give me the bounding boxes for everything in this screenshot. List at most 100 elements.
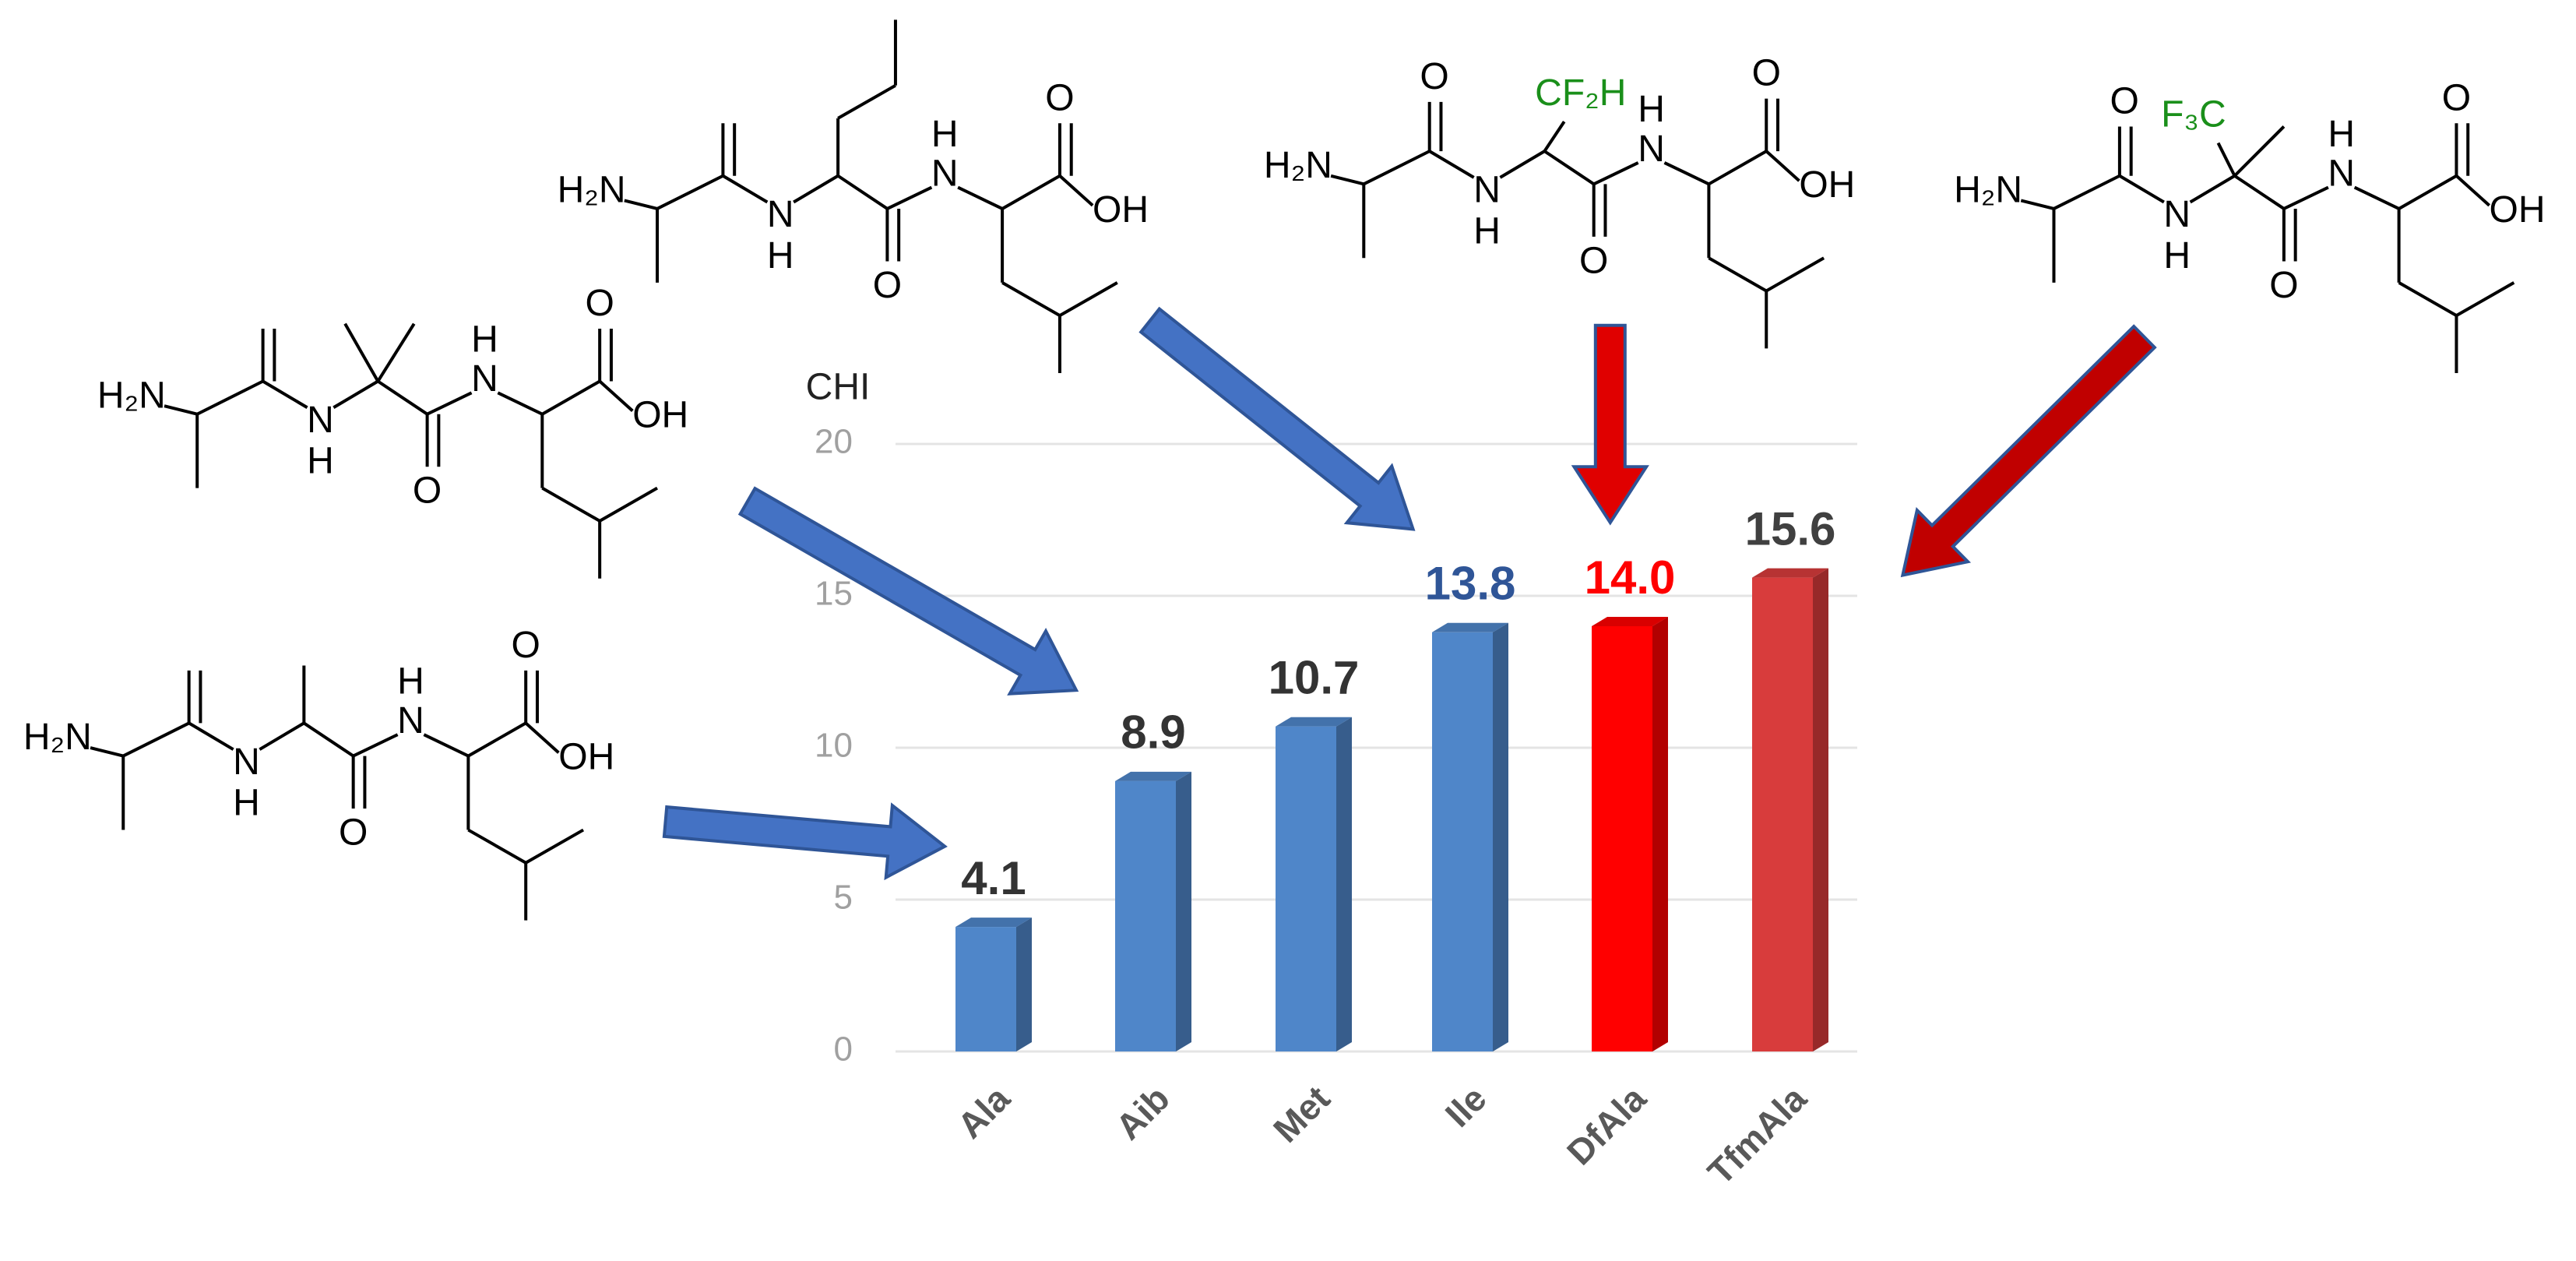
atom-label: N	[307, 400, 334, 441]
bond	[376, 322, 416, 382]
bond	[188, 721, 234, 751]
bond	[2398, 281, 2458, 317]
atom-label: H₂N	[23, 717, 92, 758]
value-label: 13.8	[1425, 558, 1516, 610]
bond	[1001, 281, 1061, 317]
atom-label: OH	[632, 395, 688, 436]
atom-label: O	[1045, 77, 1074, 118]
value-label: 8.9	[1121, 706, 1185, 759]
bar-top-shade	[955, 918, 1032, 928]
bond	[624, 199, 658, 210]
bar-top	[1115, 771, 1191, 781]
x-tick-label: Ile	[1438, 1078, 1494, 1135]
bar-top-shade	[1276, 717, 1352, 727]
bond	[164, 404, 198, 416]
bond	[2455, 174, 2490, 207]
bond	[303, 721, 354, 758]
bar-top	[1752, 568, 1828, 578]
bond	[259, 721, 305, 751]
atom-label: N	[233, 741, 260, 783]
bond	[525, 828, 585, 865]
atom-label: H	[767, 235, 794, 277]
atom-label: H	[471, 319, 498, 361]
bar-side	[1813, 568, 1828, 1051]
bond	[722, 174, 769, 204]
bond	[886, 185, 933, 210]
bond	[1543, 121, 1566, 153]
atom-label: H	[2163, 235, 2191, 277]
bond	[1765, 256, 1825, 293]
y-tick-label: 0	[834, 1030, 853, 1069]
bar-top	[955, 918, 1032, 928]
bar-top-shade	[1592, 617, 1668, 626]
atom-label: N	[767, 194, 794, 235]
atom-label: N	[931, 153, 959, 194]
bond	[467, 828, 527, 865]
bond	[837, 83, 896, 120]
bond	[352, 733, 399, 758]
bond	[497, 391, 544, 416]
atom-label: O	[339, 812, 368, 854]
bar-side	[1176, 771, 1191, 1051]
bond	[1663, 161, 1710, 186]
bar-top-shade	[1432, 622, 1508, 632]
atom-label: H	[397, 660, 424, 702]
atom-label: H	[307, 441, 334, 482]
bond	[2216, 142, 2236, 177]
bond	[90, 746, 124, 758]
bar-side-shade	[1813, 568, 1828, 1051]
atom-label: H	[233, 783, 260, 824]
atom-label: N	[2328, 153, 2355, 194]
atom-label: N	[397, 700, 424, 741]
atom-label: O	[413, 470, 442, 512]
bond	[423, 733, 470, 758]
bond	[836, 174, 889, 210]
arrow	[1900, 324, 2157, 578]
bar-top-shade	[1115, 771, 1191, 781]
y-axis-label: CHI	[806, 367, 871, 408]
bond	[2233, 174, 2286, 210]
bond	[1428, 150, 1475, 179]
bond	[541, 379, 601, 416]
atom-label: O	[1420, 56, 1448, 97]
atom-label: OH	[1093, 189, 1149, 231]
bond	[1058, 281, 1118, 317]
bar-top	[1592, 617, 1668, 626]
bond	[2398, 174, 2458, 210]
value-label: 14.0	[1585, 551, 1676, 604]
bond	[2020, 199, 2054, 210]
bar-side	[1493, 622, 1508, 1051]
bar	[955, 927, 1016, 1051]
bond	[333, 379, 379, 410]
bond	[1592, 161, 1639, 186]
bar-side-shade	[1493, 622, 1508, 1051]
bond	[1708, 256, 1768, 293]
bond	[598, 380, 634, 412]
bond	[656, 174, 724, 210]
arrow	[1571, 323, 1649, 526]
bar-side-shade	[1336, 717, 1352, 1051]
bond	[2455, 281, 2515, 317]
bar-side-shade	[1652, 617, 1668, 1051]
bond	[2353, 185, 2400, 210]
atom-label: O	[1752, 53, 1781, 94]
bond	[1001, 174, 1061, 210]
x-tick-label: DfAla	[1559, 1078, 1654, 1173]
bar-top	[1432, 622, 1508, 632]
arrow	[737, 486, 1079, 696]
x-tick-label: TfmAla	[1700, 1078, 1814, 1192]
bar-side	[1652, 617, 1668, 1051]
bond	[122, 721, 190, 758]
x-tick-label: Met	[1265, 1078, 1338, 1150]
y-tick-label: 20	[815, 423, 853, 461]
atom-label: O	[1579, 240, 1608, 281]
arrow	[662, 802, 948, 881]
bond	[1363, 150, 1431, 186]
x-tick-label: Ala	[949, 1078, 1018, 1147]
bar-side	[1016, 918, 1032, 1051]
atom-label: N	[1473, 170, 1501, 211]
bond	[196, 379, 264, 416]
bar-side-shade	[1016, 918, 1032, 1051]
bond	[2233, 125, 2286, 178]
